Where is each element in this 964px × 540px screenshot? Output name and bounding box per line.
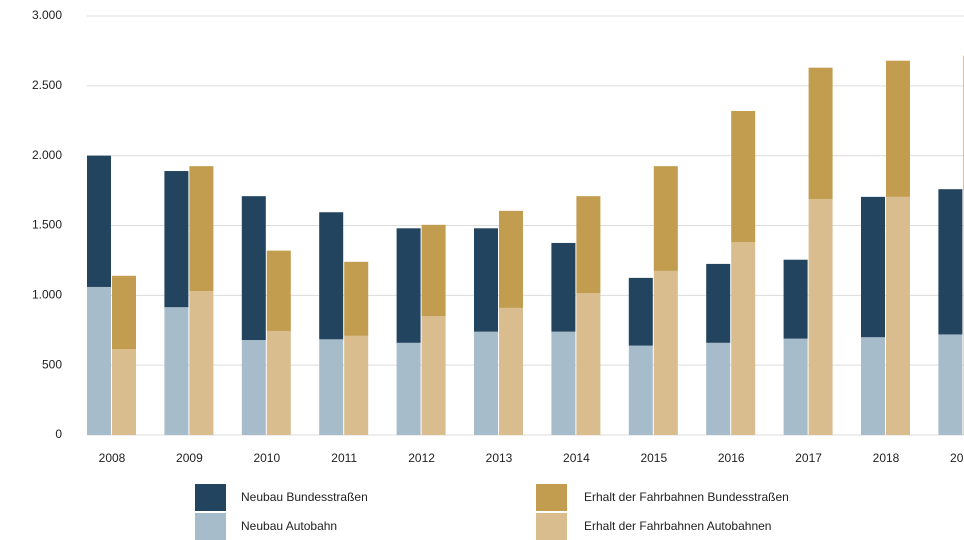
bar-segment xyxy=(421,224,446,317)
x-tick-label: 2018 xyxy=(873,451,900,465)
bar-segment xyxy=(396,342,421,435)
bar-segment xyxy=(783,338,808,435)
bar-segment xyxy=(861,196,885,338)
x-tick-label: 2013 xyxy=(486,451,513,465)
bar-segment xyxy=(474,331,498,435)
x-tick-label: 2008 xyxy=(99,451,126,465)
bar-segment xyxy=(499,210,523,308)
bar-segment xyxy=(266,330,291,435)
bar-segment xyxy=(241,340,266,435)
bar-segment xyxy=(396,228,421,343)
x-tick-label: 2016 xyxy=(718,451,745,465)
x-tick-label: 2011 xyxy=(331,451,357,465)
legend-label: Erhalt der Fahrbahnen Autobahnen xyxy=(584,519,771,533)
bar-segment xyxy=(421,316,446,435)
y-tick-label: 2.000 xyxy=(32,148,62,162)
bar-segment xyxy=(164,171,189,308)
bar-segment xyxy=(474,228,498,332)
bar-segment xyxy=(319,339,344,435)
bar-segment xyxy=(112,275,136,350)
y-tick-label: 1.500 xyxy=(32,218,62,232)
y-tick-label: 2.500 xyxy=(32,78,62,92)
x-tick-label: 2019 xyxy=(950,451,964,465)
bar-segment xyxy=(576,293,601,435)
x-tick-label: 2009 xyxy=(176,451,203,465)
bar-segment xyxy=(938,334,963,435)
x-tick-label: 2014 xyxy=(563,451,590,465)
bar-segment xyxy=(653,270,678,435)
legend-label: Neubau Autobahn xyxy=(241,519,337,533)
legend-swatch xyxy=(536,484,567,511)
bar-segment xyxy=(706,342,731,435)
bar-segment xyxy=(87,286,111,435)
bar-segment xyxy=(808,67,833,199)
bar-segment xyxy=(861,337,885,435)
bar-segment xyxy=(112,349,136,435)
y-tick-label: 1.000 xyxy=(32,288,62,302)
bar-segment xyxy=(87,155,111,287)
bar-segment xyxy=(783,259,808,339)
x-tick-label: 2015 xyxy=(640,451,667,465)
bar-segment xyxy=(551,242,576,332)
y-tick-label: 500 xyxy=(42,357,62,371)
bar-segment xyxy=(344,335,369,435)
bar-segment xyxy=(189,291,214,435)
bar-segment xyxy=(706,263,731,343)
legend-swatch xyxy=(536,513,567,540)
bar-segment xyxy=(886,196,910,435)
y-tick-label: 0 xyxy=(55,427,62,441)
bar-segment xyxy=(189,166,214,292)
bar-segment xyxy=(628,277,653,346)
bar-segment xyxy=(731,110,756,243)
bar-segment xyxy=(938,189,963,335)
bar-segment xyxy=(344,261,369,336)
bar-segment xyxy=(576,196,601,294)
bar-segment xyxy=(319,212,344,340)
bar-segment xyxy=(653,166,678,271)
x-tick-label: 2010 xyxy=(253,451,280,465)
bar-segment xyxy=(241,196,266,341)
bar-segment xyxy=(164,307,189,435)
bar-segment xyxy=(886,60,910,197)
bar-segment xyxy=(551,331,576,435)
legend-swatch xyxy=(195,513,226,540)
bar-segment xyxy=(808,198,833,435)
y-tick-label: 3.000 xyxy=(32,8,62,22)
bar-segment xyxy=(731,242,756,435)
x-tick-label: 2012 xyxy=(408,451,435,465)
legend-label: Neubau Bundesstraßen xyxy=(241,490,368,504)
bar-segment xyxy=(266,250,291,331)
legend-swatch xyxy=(195,484,226,511)
legend-label: Erhalt der Fahrbahnen Bundesstraßen xyxy=(584,490,789,504)
bar-segment xyxy=(628,345,653,435)
bar-segment xyxy=(499,307,523,435)
x-tick-label: 2017 xyxy=(795,451,822,465)
